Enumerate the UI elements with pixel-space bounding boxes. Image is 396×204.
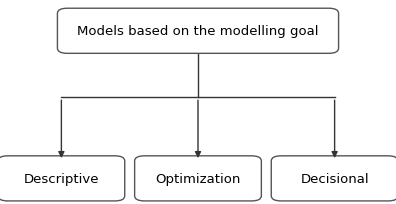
FancyBboxPatch shape	[0, 156, 125, 201]
FancyBboxPatch shape	[135, 156, 261, 201]
Text: Descriptive: Descriptive	[24, 172, 99, 185]
FancyBboxPatch shape	[271, 156, 396, 201]
FancyBboxPatch shape	[57, 9, 339, 54]
Text: Models based on the modelling goal: Models based on the modelling goal	[77, 25, 319, 38]
Text: Optimization: Optimization	[155, 172, 241, 185]
Text: Decisional: Decisional	[300, 172, 369, 185]
